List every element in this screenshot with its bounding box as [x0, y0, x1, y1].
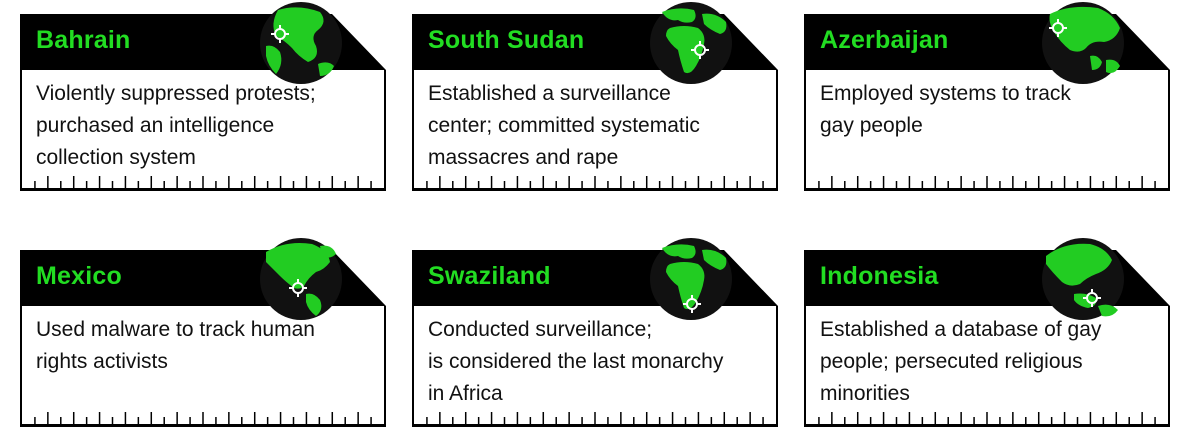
- crosshair-marker-icon: [1049, 19, 1067, 37]
- globe-icon: [650, 238, 732, 320]
- card-description: Established a database of gay people; pe…: [820, 314, 1160, 410]
- globe-icon: [260, 2, 342, 84]
- country-card: Azerbaijan Employed systems to track gay…: [804, 0, 1170, 192]
- description-line: Established a surveillance: [428, 82, 671, 105]
- description-line: massacres and rape: [428, 146, 619, 169]
- country-card: Mexico Used malware to track human right…: [20, 236, 386, 428]
- card-body: Established a surveillance center; commi…: [412, 70, 778, 191]
- country-name: Indonesia: [820, 262, 939, 290]
- description-line: is considered the last monarchy: [428, 350, 724, 373]
- description-line: gay people: [820, 114, 923, 137]
- country-name: South Sudan: [428, 26, 585, 54]
- description-line: collection system: [36, 146, 196, 169]
- description-line: in Africa: [428, 382, 503, 405]
- card-description: Employed systems to track gay people: [820, 78, 1160, 142]
- crosshair-marker-icon: [289, 279, 307, 297]
- country-name: Mexico: [36, 262, 122, 290]
- ruler-ticks: [818, 412, 1156, 424]
- crosshair-marker-icon: [271, 25, 289, 43]
- description-line: Established a database of gay: [820, 318, 1102, 341]
- card-body: Employed systems to track gay people: [804, 70, 1170, 191]
- description-line: Conducted surveillance;: [428, 318, 653, 341]
- description-line: rights activists: [36, 350, 168, 373]
- country-card: South Sudan Established a surveillance c…: [412, 0, 778, 192]
- crosshair-marker-icon: [683, 295, 701, 313]
- country-card: Swaziland Conducted surveillance; is con…: [412, 236, 778, 428]
- country-name: Azerbaijan: [820, 26, 949, 54]
- card-body: Conducted surveillance; is considered th…: [412, 306, 778, 427]
- ruler-ticks: [34, 412, 372, 424]
- globe-icon: [1042, 238, 1124, 320]
- description-line: center; committed systematic: [428, 114, 700, 137]
- card-body: Used malware to track human rights activ…: [20, 306, 386, 427]
- card-body: Violently suppressed protests; purchased…: [20, 70, 386, 191]
- country-card: Bahrain Violently suppressed protests; p…: [20, 0, 386, 192]
- crosshair-marker-icon: [691, 41, 709, 59]
- card-description: Violently suppressed protests; purchased…: [36, 78, 376, 174]
- ruler-ticks: [426, 412, 764, 424]
- globe-icon: [260, 238, 342, 320]
- description-line: minorities: [820, 382, 910, 405]
- ruler-ticks: [34, 176, 372, 188]
- ruler-ticks: [818, 176, 1156, 188]
- description-line: Violently suppressed protests;: [36, 82, 316, 105]
- country-name: Swaziland: [428, 262, 551, 290]
- crosshair-marker-icon: [1083, 289, 1101, 307]
- card-body: Established a database of gay people; pe…: [804, 306, 1170, 427]
- globe-icon: [1042, 2, 1124, 84]
- description-line: purchased an intelligence: [36, 114, 275, 137]
- description-line: people; persecuted religious: [820, 350, 1083, 373]
- description-line: Employed systems to track: [820, 82, 1071, 105]
- country-card: Indonesia Established a database of gay …: [804, 236, 1170, 428]
- ruler-ticks: [426, 176, 764, 188]
- card-description: Conducted surveillance; is considered th…: [428, 314, 768, 410]
- description-line: Used malware to track human: [36, 318, 315, 341]
- card-description: Used malware to track human rights activ…: [36, 314, 376, 378]
- country-name: Bahrain: [36, 26, 131, 54]
- card-description: Established a surveillance center; commi…: [428, 78, 768, 174]
- globe-icon: [650, 2, 732, 84]
